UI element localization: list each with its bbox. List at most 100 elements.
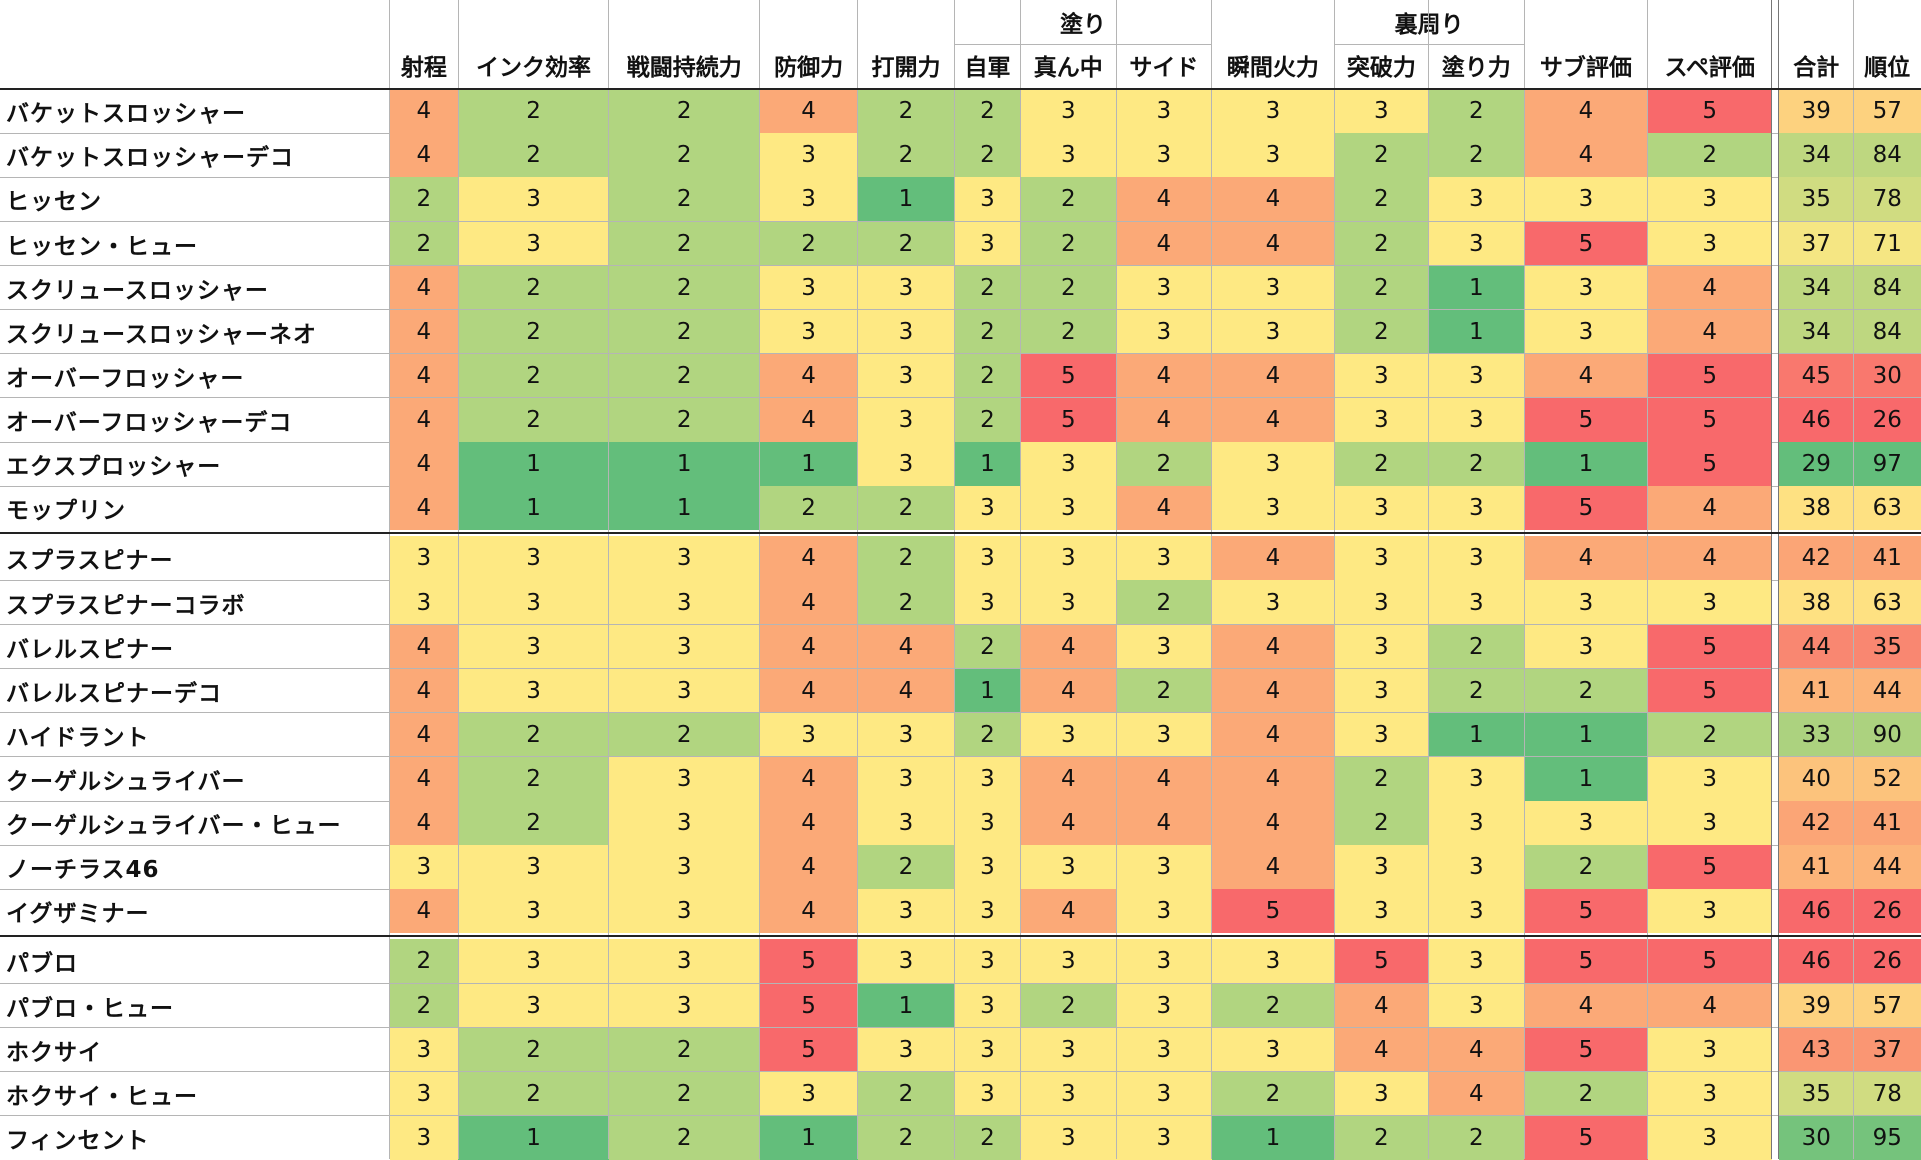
score-cell: 4 xyxy=(389,668,459,713)
score-cell: 2 xyxy=(1334,756,1429,801)
score-cell: 2 xyxy=(608,397,760,443)
score-cell: 4 xyxy=(1428,1027,1525,1072)
score-cell: 3 xyxy=(608,801,760,846)
score-cell: 2 xyxy=(1116,580,1212,625)
score-cell: 3 xyxy=(1334,889,1429,934)
score-cell: 3 xyxy=(1428,486,1525,531)
total-cell: 30 xyxy=(1778,1115,1854,1160)
column-header: 自軍 xyxy=(964,55,1011,82)
score-cell: 3 xyxy=(389,1071,459,1116)
score-cell: 1 xyxy=(759,1115,858,1160)
score-cell: 3 xyxy=(1116,845,1212,890)
score-cell: 3 xyxy=(1020,442,1117,487)
row-name: スプラスピナー xyxy=(6,548,174,575)
score-cell: 5 xyxy=(1647,624,1772,669)
score-cell: 3 xyxy=(1428,580,1525,625)
rank-cell: 44 xyxy=(1853,845,1921,890)
column-header: 塗り力 xyxy=(1441,55,1511,82)
score-cell: 1 xyxy=(1524,712,1648,757)
score-cell: 4 xyxy=(1211,353,1335,398)
score-cell: 3 xyxy=(1647,1071,1772,1116)
score-cell: 5 xyxy=(1647,353,1772,398)
rank-cell: 52 xyxy=(1853,756,1921,801)
score-cell: 2 xyxy=(1647,712,1772,757)
score-cell: 2 xyxy=(857,580,955,625)
score-cell: 3 xyxy=(1334,536,1429,581)
score-cell: 2 xyxy=(1524,1071,1648,1116)
score-cell: 1 xyxy=(608,442,760,487)
score-cell: 3 xyxy=(1428,177,1525,222)
total-cell: 34 xyxy=(1778,265,1854,310)
score-cell: 4 xyxy=(1020,624,1117,669)
row-name: バケットスロッシャー xyxy=(6,101,246,128)
score-cell: 3 xyxy=(1647,1115,1772,1160)
column-divider xyxy=(1211,0,1213,1159)
score-cell: 4 xyxy=(389,397,459,443)
score-cell: 3 xyxy=(458,889,609,934)
score-cell: 3 xyxy=(857,801,955,846)
score-cell: 4 xyxy=(389,712,459,757)
score-cell: 2 xyxy=(1211,1071,1335,1116)
score-cell: 5 xyxy=(1524,1115,1648,1160)
score-cell: 3 xyxy=(1116,712,1212,757)
score-cell: 3 xyxy=(1116,265,1212,310)
score-cell: 4 xyxy=(1211,712,1335,757)
rank-cell: 84 xyxy=(1853,265,1921,310)
score-cell: 4 xyxy=(1211,668,1335,713)
score-cell: 3 xyxy=(1334,580,1429,625)
score-cell: 2 xyxy=(857,221,955,266)
score-cell: 3 xyxy=(458,624,609,669)
score-cell: 3 xyxy=(954,1027,1021,1072)
rank-cell: 57 xyxy=(1853,983,1921,1028)
score-cell: 2 xyxy=(608,1027,760,1072)
score-cell: 2 xyxy=(857,845,955,890)
score-cell: 2 xyxy=(389,221,459,266)
total-cell: 35 xyxy=(1778,177,1854,222)
score-cell: 2 xyxy=(954,265,1021,310)
score-cell: 4 xyxy=(1524,536,1648,581)
score-cell: 3 xyxy=(1428,939,1525,984)
score-cell: 3 xyxy=(1211,1027,1335,1072)
score-cell: 3 xyxy=(1334,353,1429,398)
row-name: クーゲルシュライバー・ヒュー xyxy=(6,813,342,840)
score-cell: 4 xyxy=(759,624,858,669)
score-cell: 1 xyxy=(857,177,955,222)
score-cell: 2 xyxy=(1334,309,1429,354)
column-header: インク効率 xyxy=(476,55,592,82)
score-cell: 3 xyxy=(954,983,1021,1028)
score-cell: 3 xyxy=(1020,486,1117,531)
score-cell: 5 xyxy=(1647,442,1772,487)
score-cell: 3 xyxy=(1334,397,1429,443)
score-cell: 4 xyxy=(1020,668,1117,713)
score-cell: 2 xyxy=(759,221,858,266)
row-name: パブロ・ヒュー xyxy=(6,995,174,1022)
score-cell: 3 xyxy=(954,939,1021,984)
score-cell: 2 xyxy=(608,265,760,310)
score-cell: 3 xyxy=(1428,801,1525,846)
total-cell: 46 xyxy=(1778,889,1854,934)
score-cell: 3 xyxy=(857,1027,955,1072)
score-cell: 2 xyxy=(458,265,609,310)
score-cell: 2 xyxy=(458,353,609,398)
score-cell: 4 xyxy=(389,133,459,178)
score-cell: 4 xyxy=(1647,309,1772,354)
rank-cell: 84 xyxy=(1853,133,1921,178)
score-cell: 3 xyxy=(458,668,609,713)
section-divider xyxy=(0,88,1921,91)
score-cell: 3 xyxy=(1020,1115,1117,1160)
score-cell: 4 xyxy=(759,353,858,398)
score-cell: 3 xyxy=(1116,309,1212,354)
score-cell: 4 xyxy=(1116,486,1212,531)
score-cell: 4 xyxy=(1524,353,1648,398)
score-cell: 4 xyxy=(759,397,858,443)
score-cell: 3 xyxy=(759,309,858,354)
score-cell: 5 xyxy=(1020,397,1117,443)
score-cell: 2 xyxy=(857,486,955,531)
section-divider xyxy=(0,935,1921,938)
score-cell: 2 xyxy=(608,221,760,266)
score-cell: 2 xyxy=(389,983,459,1028)
score-cell: 1 xyxy=(759,442,858,487)
row-name: バレルスピナーデコ xyxy=(6,680,222,707)
score-cell: 3 xyxy=(954,177,1021,222)
score-cell: 3 xyxy=(1334,624,1429,669)
